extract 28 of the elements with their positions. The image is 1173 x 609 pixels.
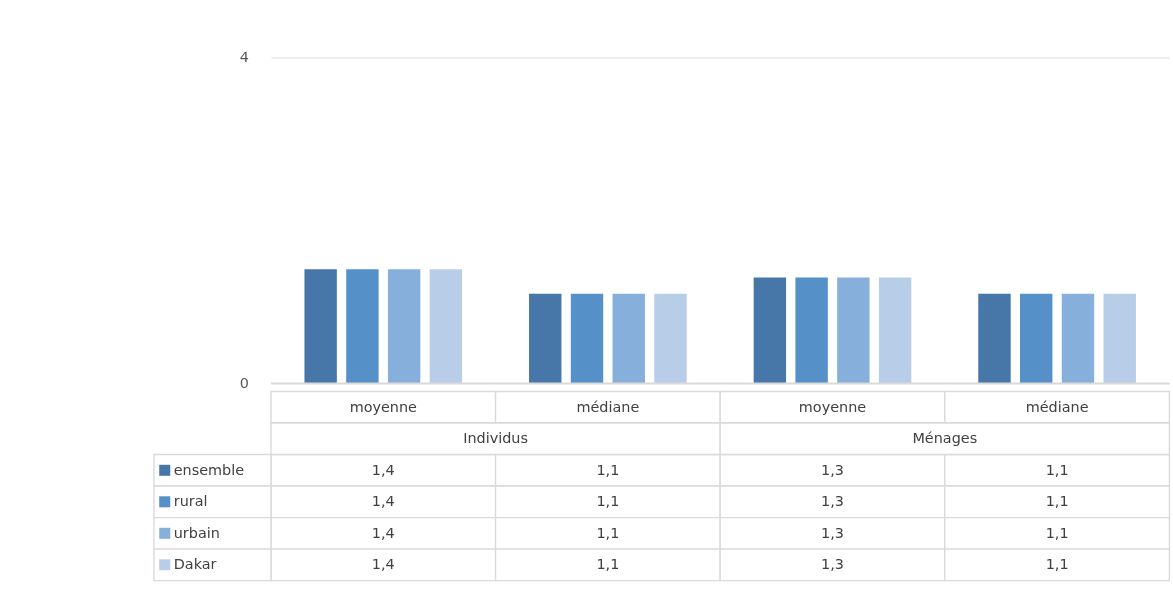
legend-label: rural (173, 493, 208, 510)
data-label: 1,1 (596, 493, 620, 510)
x-tick-label: médiane (1025, 398, 1089, 415)
data-label: 1,3 (821, 524, 844, 541)
data-label: 1,1 (596, 524, 620, 541)
data-label: 1,4 (371, 493, 395, 510)
data-label: 1,4 (371, 461, 395, 478)
data-label: 1,3 (821, 493, 844, 510)
x-tick-label: moyenne (349, 398, 418, 415)
data-label: 1,3 (821, 556, 844, 573)
text: Ménages (912, 430, 978, 447)
y-tick-label: 4 (239, 49, 249, 66)
data-label: 1,1 (1045, 493, 1069, 510)
data-label: 1,3 (821, 461, 844, 478)
data-label: 1,4 (371, 524, 395, 541)
data-label: 1,1 (1045, 556, 1069, 573)
legend-label: ensemble (173, 461, 245, 478)
y-tick-label: 0 (239, 375, 249, 392)
data-label: 1,1 (596, 556, 620, 573)
data-label: 1,1 (1045, 524, 1069, 541)
legend-label: urbain (173, 524, 220, 541)
data-label: 1,4 (371, 556, 395, 573)
data-label: 1,1 (1045, 461, 1069, 478)
x-tick-label: moyenne (798, 398, 867, 415)
text: Individus (463, 430, 528, 447)
x-tick-label: médiane (576, 398, 640, 415)
data-label: 1,1 (596, 461, 620, 478)
legend-label: Dakar (173, 556, 217, 573)
